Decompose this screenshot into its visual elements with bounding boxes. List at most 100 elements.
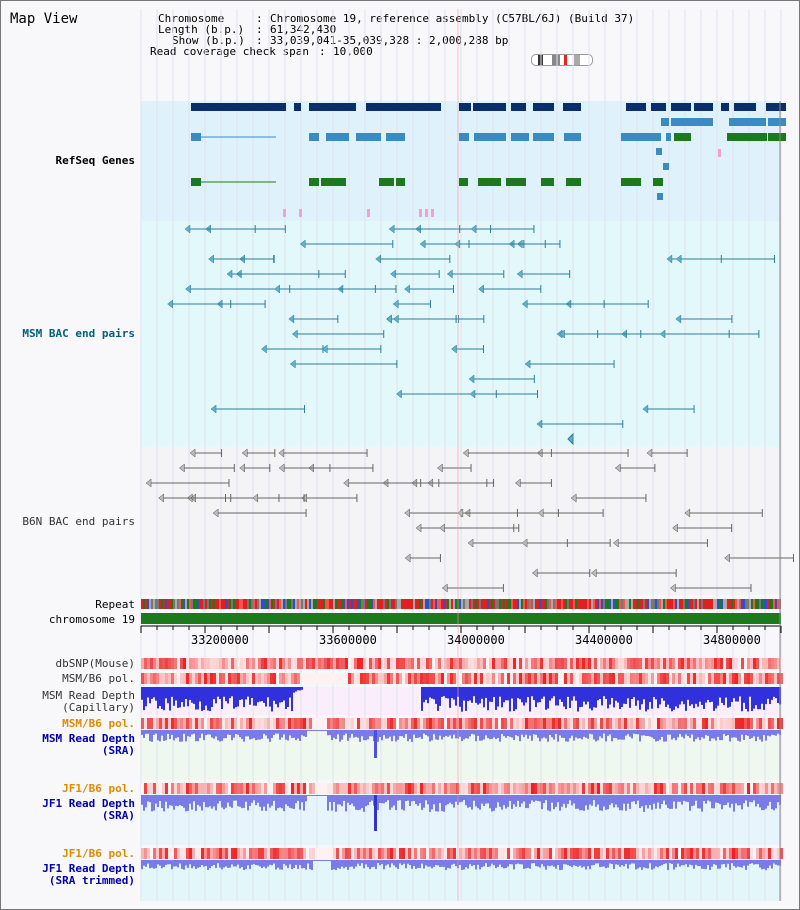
bac-end-marker [226, 269, 233, 279]
heat-cell [180, 673, 183, 684]
depth-bar [483, 860, 485, 867]
depth-bar [255, 687, 257, 706]
heat-cell [648, 658, 651, 669]
heat-cell [477, 848, 480, 859]
depth-bar [629, 687, 631, 708]
heat-cell [333, 673, 336, 684]
depth-bar [619, 795, 621, 811]
heat-cell [330, 718, 333, 729]
depth-bar [725, 687, 727, 698]
heat-cell [276, 673, 279, 684]
depth-bar [221, 730, 223, 741]
depth-bar [417, 730, 419, 738]
heat-cell [672, 783, 675, 794]
depth-bar [633, 687, 635, 698]
depth-bar [247, 795, 249, 811]
depth-bar [627, 860, 629, 869]
jf1-read-depth-sra-label: JF1 Read Depth [42, 797, 135, 810]
depth-bar [775, 687, 777, 699]
depth-bar [231, 795, 233, 808]
msm-read-depth-sra-sub: (SRA) [101, 744, 135, 757]
b6n-bac-features [145, 448, 794, 593]
heat-cell [555, 718, 558, 729]
heat-cell [369, 783, 372, 794]
depth-bar [141, 860, 143, 870]
depth-bar [363, 795, 365, 812]
heat-cell [672, 848, 675, 859]
depth-bar [317, 860, 319, 861]
heat-cell [486, 848, 489, 859]
msm-read-depth-cap-sub: (Capillary) [62, 701, 135, 714]
heat-cell [522, 673, 525, 684]
repeat-segment [309, 599, 311, 609]
depth-bar [483, 687, 485, 708]
depth-bar [201, 860, 203, 866]
depth-bar [369, 795, 371, 802]
depth-bar [547, 687, 549, 709]
heat-cell [291, 718, 294, 729]
repeat-segment [403, 599, 405, 609]
depth-bar [305, 730, 307, 737]
depth-bar [491, 730, 493, 739]
heat-cell [153, 718, 156, 729]
repeat-segment [255, 599, 257, 609]
repeat-segment [251, 599, 253, 609]
depth-bar [417, 795, 419, 806]
depth-bar [275, 687, 277, 705]
heat-cell [156, 718, 159, 729]
heat-cell [453, 783, 456, 794]
bac-end-marker [415, 523, 422, 533]
depth-bar [173, 730, 175, 741]
depth-bar [307, 795, 309, 796]
depth-bar [157, 687, 159, 709]
heat-cell [168, 658, 171, 669]
depth-bar [143, 687, 145, 711]
repeat-segment [753, 599, 755, 609]
repeat-segment [567, 599, 569, 609]
heat-cell [210, 658, 213, 669]
depth-bar [505, 795, 507, 809]
repeat-segment [713, 599, 715, 609]
heat-cell [492, 673, 495, 684]
depth-bar [661, 860, 663, 866]
depth-bar [723, 687, 725, 706]
heat-cell [336, 718, 339, 729]
depth-bar [703, 730, 705, 739]
heat-cell [450, 673, 453, 684]
depth-bar [279, 795, 281, 808]
bac-end-marker [278, 463, 285, 473]
depth-bar [351, 795, 353, 804]
heat-cell [645, 658, 648, 669]
heat-cell [141, 658, 144, 669]
heat-cell [558, 718, 561, 729]
heat-cell [567, 658, 570, 669]
depth-bar [739, 730, 741, 742]
heat-cell [522, 658, 525, 669]
repeat-segment [691, 599, 693, 609]
gene-pink-mark [431, 209, 434, 217]
depth-bar [287, 795, 289, 807]
heat-cell [552, 718, 555, 729]
depth-bar [739, 860, 741, 868]
depth-bar [249, 687, 251, 705]
repeat-segment [193, 599, 195, 609]
heat-cell [606, 783, 609, 794]
depth-bar [545, 730, 547, 739]
heat-cell [519, 673, 522, 684]
bac-end-marker [274, 284, 280, 294]
depth-bar [421, 730, 423, 739]
heat-cell [759, 658, 762, 669]
heat-cell [279, 658, 282, 669]
repeat-segment [603, 599, 605, 609]
bac-end-marker [299, 239, 306, 249]
depth-bar [229, 860, 231, 868]
heat-cell [288, 658, 291, 669]
depth-bar [249, 795, 251, 806]
depth-bar [203, 860, 205, 867]
depth-bar [753, 860, 755, 865]
heat-cell [705, 718, 708, 729]
depth-bar [773, 795, 775, 811]
depth-bar [275, 795, 277, 811]
depth-bar [595, 860, 597, 864]
repeat-segment [571, 599, 573, 609]
